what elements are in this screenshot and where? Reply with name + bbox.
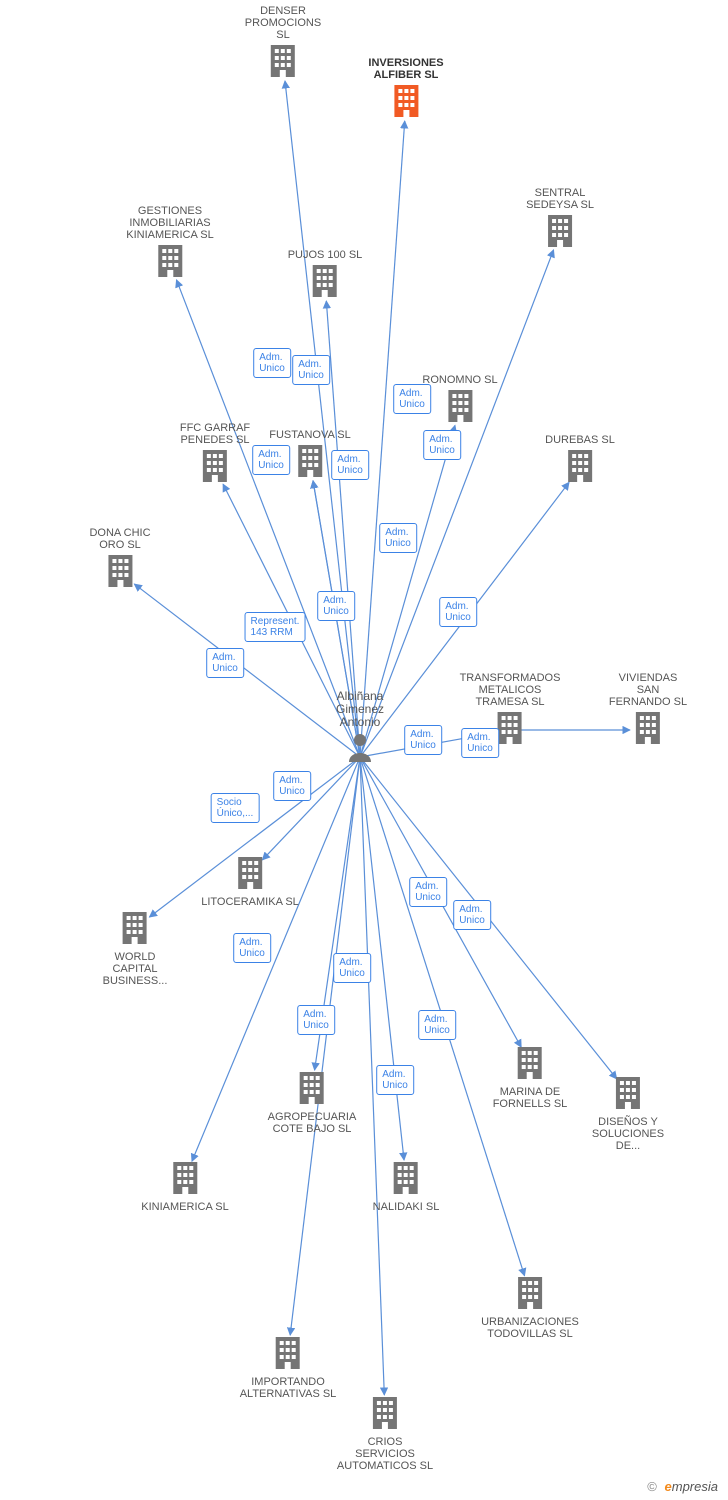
company-label: FFC GARRAF PENEDES SL: [180, 422, 250, 446]
company-label: CRIOS SERVICIOS AUTOMATICOS SL: [337, 1436, 433, 1472]
edge-label: Adm. Unico: [206, 648, 244, 678]
company-node[interactable]: MARINA DE FORNELLS SL: [493, 1045, 568, 1112]
company-node[interactable]: KINIAMERICA SL: [141, 1160, 228, 1215]
edge-label: Adm. Unico: [292, 355, 330, 385]
company-label: DUREBAS SL: [545, 434, 615, 446]
company-node[interactable]: DENSER PROMOCIONS SL: [245, 5, 321, 84]
company-label: IMPORTANDO ALTERNATIVAS SL: [240, 1376, 337, 1400]
edge-label: Adm. Unico: [252, 445, 290, 475]
company-node[interactable]: DONA CHIC ORO SL: [89, 527, 150, 594]
company-node[interactable]: URBANIZACIONES TODOVILLAS SL: [481, 1275, 579, 1342]
company-label: INVERSIONES ALFIBER SL: [368, 57, 443, 81]
edge-label: Adm. Unico: [317, 591, 355, 621]
company-label: DONA CHIC ORO SL: [89, 527, 150, 551]
central-person-node[interactable]: Albiñana Gimenez Antonio: [336, 690, 384, 767]
company-label: KINIAMERICA SL: [141, 1201, 228, 1213]
company-label: GESTIONES INMOBILIARIAS KINIAMERICA SL: [126, 205, 213, 241]
company-node[interactable]: GESTIONES INMOBILIARIAS KINIAMERICA SL: [126, 205, 213, 284]
company-label: FUSTANOVA SL: [269, 429, 351, 441]
company-node[interactable]: DUREBAS SL: [545, 434, 615, 489]
company-node[interactable]: RONOMNO SL: [422, 374, 497, 429]
edge-label: Adm. Unico: [423, 430, 461, 460]
company-node[interactable]: IMPORTANDO ALTERNATIVAS SL: [240, 1335, 337, 1402]
company-label: DENSER PROMOCIONS SL: [245, 5, 321, 41]
company-label: AGROPECUARIA COTE BAJO SL: [268, 1111, 357, 1135]
company-label: DISEÑOS Y SOLUCIONES DE...: [592, 1116, 664, 1152]
edge-label: Adm. Unico: [439, 597, 477, 627]
company-node[interactable]: LITOCERAMIKA SL: [201, 855, 299, 910]
edge-label: Adm. Unico: [333, 953, 371, 983]
company-node[interactable]: PUJOS 100 SL: [288, 249, 363, 304]
company-node[interactable]: INVERSIONES ALFIBER SL: [368, 57, 443, 124]
company-node[interactable]: AGROPECUARIA COTE BAJO SL: [268, 1070, 357, 1137]
company-label: NALIDAKI SL: [373, 1201, 440, 1213]
company-label: MARINA DE FORNELLS SL: [493, 1086, 568, 1110]
company-label: VIVIENDAS SAN FERNANDO SL: [609, 672, 687, 708]
company-node[interactable]: WORLD CAPITAL BUSINESS...: [103, 910, 168, 989]
company-label: RONOMNO SL: [422, 374, 497, 386]
company-node[interactable]: SENTRAL SEDEYSA SL: [526, 187, 594, 254]
copyright-symbol: ©: [647, 1479, 657, 1494]
company-node[interactable]: DISEÑOS Y SOLUCIONES DE...: [592, 1075, 664, 1154]
company-label: URBANIZACIONES TODOVILLAS SL: [481, 1316, 579, 1340]
edge-label: Adm. Unico: [404, 725, 442, 755]
edge-label: Adm. Unico: [233, 933, 271, 963]
edge-label: Adm. Unico: [273, 771, 311, 801]
edge-label: Adm. Unico: [409, 877, 447, 907]
company-node[interactable]: CRIOS SERVICIOS AUTOMATICOS SL: [337, 1395, 433, 1474]
edge-label: Adm. Unico: [379, 523, 417, 553]
edge-label: Adm. Unico: [297, 1005, 335, 1035]
company-label: WORLD CAPITAL BUSINESS...: [103, 951, 168, 987]
company-label: PUJOS 100 SL: [288, 249, 363, 261]
diagram-canvas: DENSER PROMOCIONS SL INVERSIONES ALFIBER…: [0, 0, 728, 1500]
company-label: LITOCERAMIKA SL: [201, 896, 299, 908]
edge-label: Adm. Unico: [331, 450, 369, 480]
company-node[interactable]: FFC GARRAF PENEDES SL: [180, 422, 250, 489]
edge-label: Adm. Unico: [418, 1010, 456, 1040]
company-node[interactable]: VIVIENDAS SAN FERNANDO SL: [609, 672, 687, 751]
footer-copyright: © empresia: [647, 1479, 718, 1494]
edge-label: Represent. 143 RRM: [245, 612, 306, 642]
central-person-label: Albiñana Gimenez Antonio: [336, 690, 384, 730]
company-label: TRANSFORMADOS METALICOS TRAMESA SL: [460, 672, 561, 708]
company-label: SENTRAL SEDEYSA SL: [526, 187, 594, 211]
edge-label: Adm. Unico: [376, 1065, 414, 1095]
edge-label: Socio Único,...: [211, 793, 260, 823]
edge-label: Adm. Unico: [393, 384, 431, 414]
edge-label: Adm. Unico: [461, 728, 499, 758]
company-node[interactable]: NALIDAKI SL: [373, 1160, 440, 1215]
brand-name: empresia: [665, 1479, 718, 1494]
edge-label: Adm. Unico: [253, 348, 291, 378]
edge-label: Adm. Unico: [453, 900, 491, 930]
